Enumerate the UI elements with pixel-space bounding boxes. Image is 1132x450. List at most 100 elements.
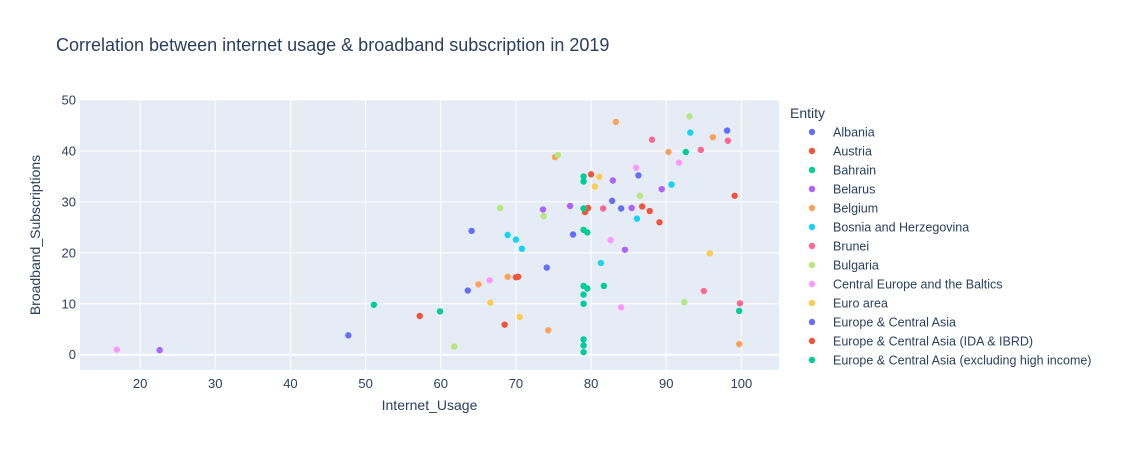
legend-marker[interactable] xyxy=(808,280,816,288)
data-point[interactable] xyxy=(646,207,653,215)
legend[interactable]: Entity Albania Austria Bahrain Belarus Belgi… xyxy=(790,105,1091,368)
data-point[interactable] xyxy=(501,321,508,328)
data-point[interactable] xyxy=(587,171,595,178)
data-point[interactable] xyxy=(735,340,743,348)
legend-marker[interactable] xyxy=(808,337,816,345)
data-point[interactable] xyxy=(697,146,705,154)
data-point[interactable] xyxy=(639,203,646,210)
data-point[interactable] xyxy=(687,129,694,136)
data-point[interactable] xyxy=(609,177,617,184)
data-point[interactable] xyxy=(580,205,587,212)
data-point[interactable] xyxy=(682,148,689,156)
data-point[interactable] xyxy=(596,173,603,181)
data-point[interactable] xyxy=(612,118,620,126)
legend-marker[interactable] xyxy=(808,223,816,231)
data-point[interactable] xyxy=(736,300,744,307)
legend-marker[interactable] xyxy=(808,356,816,364)
data-point[interactable] xyxy=(723,127,731,134)
data-point[interactable] xyxy=(635,172,642,179)
data-point[interactable] xyxy=(628,204,635,212)
data-point[interactable] xyxy=(539,206,547,213)
data-point[interactable] xyxy=(580,178,587,185)
data-point[interactable] xyxy=(468,227,475,235)
data-point[interactable] xyxy=(580,336,587,343)
data-point[interactable] xyxy=(584,229,591,236)
data-point[interactable] xyxy=(516,313,523,321)
data-point[interactable] xyxy=(580,173,587,180)
legend-entry[interactable]: Europe & Central Asia (IDA & IBRD) xyxy=(833,335,1033,349)
data-point[interactable] xyxy=(636,192,644,199)
data-point[interactable] xyxy=(681,299,688,306)
data-point[interactable] xyxy=(599,205,607,212)
data-point[interactable] xyxy=(658,185,665,193)
data-point[interactable] xyxy=(545,327,552,334)
data-point[interactable] xyxy=(686,113,693,120)
data-point[interactable] xyxy=(540,212,547,220)
data-point[interactable] xyxy=(607,236,614,244)
data-point[interactable] xyxy=(416,312,423,320)
data-point[interactable] xyxy=(504,231,511,239)
data-point[interactable] xyxy=(580,342,587,349)
data-point[interactable] xyxy=(709,133,717,141)
data-point[interactable] xyxy=(487,299,494,306)
data-point[interactable] xyxy=(668,181,675,188)
legend-marker[interactable] xyxy=(808,299,816,307)
data-point[interactable] xyxy=(608,197,616,205)
data-point[interactable] xyxy=(345,332,352,339)
legend-entry[interactable]: Austria xyxy=(833,145,872,159)
data-point[interactable] xyxy=(621,246,629,253)
data-point[interactable] xyxy=(597,259,605,267)
data-point[interactable] xyxy=(632,164,640,171)
data-point[interactable] xyxy=(584,285,591,292)
data-point[interactable] xyxy=(451,343,458,350)
data-point[interactable] xyxy=(700,287,708,295)
data-point[interactable] xyxy=(731,192,738,199)
data-point[interactable] xyxy=(724,137,732,144)
legend-marker[interactable] xyxy=(808,185,816,193)
data-point[interactable] xyxy=(554,151,562,159)
data-point[interactable] xyxy=(600,282,608,290)
legend-entry[interactable]: Central Europe and the Baltics xyxy=(833,278,1003,292)
data-point[interactable] xyxy=(706,250,714,257)
data-point[interactable] xyxy=(580,291,587,298)
data-point[interactable] xyxy=(512,236,520,243)
data-point[interactable] xyxy=(436,308,444,315)
legend-entry[interactable]: Euro area xyxy=(833,297,888,311)
data-point[interactable] xyxy=(543,264,550,271)
legend-marker[interactable] xyxy=(808,166,816,174)
legend-marker[interactable] xyxy=(808,204,816,212)
legend-entry[interactable]: Bulgaria xyxy=(833,259,879,273)
data-point[interactable] xyxy=(486,277,493,284)
data-point[interactable] xyxy=(617,304,625,311)
legend-entry[interactable]: Europe & Central Asia (excluding high in… xyxy=(833,354,1091,368)
data-point[interactable] xyxy=(566,202,574,210)
legend-marker[interactable] xyxy=(808,128,816,136)
legend-marker[interactable] xyxy=(808,147,816,155)
legend-entry[interactable]: Albania xyxy=(833,126,875,140)
legend-marker[interactable] xyxy=(808,318,816,326)
data-point[interactable] xyxy=(617,205,625,212)
legend-entry[interactable]: Belgium xyxy=(833,202,878,216)
data-point[interactable] xyxy=(518,245,526,252)
data-point[interactable] xyxy=(580,348,587,356)
data-point[interactable] xyxy=(633,215,641,222)
data-point[interactable] xyxy=(656,219,663,226)
legend-marker[interactable] xyxy=(808,261,816,269)
data-point[interactable] xyxy=(569,231,577,238)
legend-entry[interactable]: Brunei xyxy=(833,240,869,254)
legend-entry[interactable]: Bahrain xyxy=(833,164,876,178)
data-point[interactable] xyxy=(580,300,587,307)
data-point[interactable] xyxy=(156,346,163,354)
data-point[interactable] xyxy=(514,273,522,280)
data-point[interactable] xyxy=(504,273,511,280)
data-point[interactable] xyxy=(370,301,378,308)
data-point[interactable] xyxy=(735,307,743,315)
data-point[interactable] xyxy=(475,281,482,288)
data-point[interactable] xyxy=(665,148,672,156)
data-point[interactable] xyxy=(496,204,504,212)
data-point[interactable] xyxy=(648,136,656,143)
data-point[interactable] xyxy=(113,346,121,353)
legend-entry[interactable]: Europe & Central Asia xyxy=(833,316,956,330)
legend-entry[interactable]: Bosnia and Herzegovina xyxy=(833,221,969,235)
legend-marker[interactable] xyxy=(808,242,816,250)
